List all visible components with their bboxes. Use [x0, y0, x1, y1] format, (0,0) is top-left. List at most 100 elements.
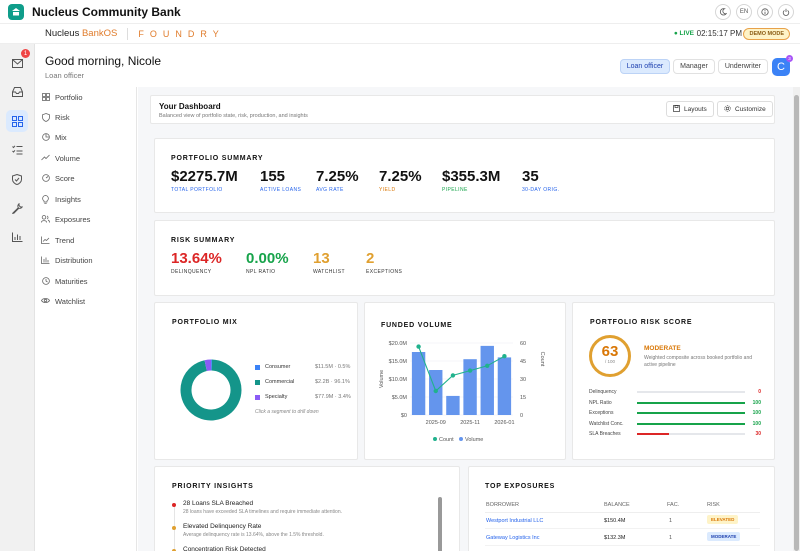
- kpi-label: PIPELINE: [442, 187, 468, 193]
- risk-factor-bar: [637, 433, 745, 435]
- insight-title: Elevated Delinquency Rate: [183, 523, 262, 530]
- live-indicator: ● LIVE: [673, 30, 694, 37]
- sidebar-item-exposures[interactable]: Exposures: [41, 215, 90, 224]
- assistant-avatar[interactable]: C 3: [772, 55, 793, 76]
- risk-factor-bar: [637, 412, 745, 414]
- risk-factor-label: SLA Breaches: [589, 431, 621, 437]
- sidebar-item-mix[interactable]: Mix: [41, 133, 67, 142]
- x-tick-label: 2025-11: [460, 420, 480, 426]
- role-switcher: Loan officer Manager Underwriter: [619, 59, 768, 74]
- sidebar-item-maturities[interactable]: Maturities: [41, 277, 88, 286]
- role-manager-button[interactable]: Manager: [673, 59, 715, 74]
- main-scrollbar[interactable]: [793, 87, 800, 551]
- risk-factor-value: 100: [752, 410, 761, 416]
- priority-insights-card: PRIORITY INSIGHTS 28 Loans SLA Breached 2…: [154, 466, 460, 551]
- sidebar-item-label: Watchlist: [55, 297, 86, 306]
- histogram-icon: [41, 256, 50, 265]
- kpi: $2275.7M TOTAL PORTFOLIO: [171, 168, 238, 193]
- dashboard-title: Your Dashboard: [159, 102, 221, 111]
- donut-slice-specialty[interactable]: [204, 359, 212, 371]
- risk-score-max: / 100: [604, 359, 615, 364]
- shield-check-icon[interactable]: [6, 168, 28, 190]
- avatar-letter: C: [777, 61, 785, 73]
- info-icon[interactable]: [757, 4, 773, 20]
- risk-factor-fill: [637, 433, 670, 435]
- funded-volume-chart[interactable]: $0 $5.0M $10.0M $15.0M $20.0M 0 15 30 45 60 Volume…: [365, 303, 567, 461]
- bar-volume-2025-10[interactable]: [446, 395, 460, 415]
- portfolio-mix-donut[interactable]: [179, 358, 243, 422]
- dashboard-subtitle: Balanced view of portfolio state, risk, …: [159, 113, 308, 119]
- kpi-value: 35: [522, 168, 539, 185]
- y-left-tick-label: $5.0M: [392, 395, 408, 401]
- gear-icon: [724, 104, 731, 114]
- top-exposures-card: TOP EXPOSURES BORROWER BALANCE FAC. RISK Wes…: [468, 466, 775, 551]
- donut-slice-commercial[interactable]: [180, 359, 242, 421]
- sidebar-item-label: Exposures: [55, 215, 91, 224]
- bar-volume-2025-08[interactable]: [411, 352, 426, 415]
- y-right-tick-label: 15: [520, 395, 526, 401]
- insight-item[interactable]: 28 Loans SLA Breached 28 loans have excee…: [183, 500, 342, 515]
- borrower-link[interactable]: Gateway Logistics Inc: [486, 535, 540, 541]
- mail-icon[interactable]: 1: [6, 49, 30, 74]
- power-icon[interactable]: [778, 4, 794, 20]
- bar-chart-icon[interactable]: [6, 226, 28, 248]
- sidebar-item-trend[interactable]: Trend: [41, 236, 74, 245]
- point-count-2025-11[interactable]: [467, 368, 473, 373]
- customize-label: Customize: [735, 105, 766, 113]
- language-button[interactable]: EN: [736, 4, 752, 20]
- section-sidebar: Portfolio Risk Mix Volume Score Insights…: [35, 87, 137, 551]
- table-row[interactable]: [485, 514, 760, 529]
- customize-button[interactable]: Customize: [717, 101, 773, 117]
- sidebar-item-insights[interactable]: Insights: [41, 195, 81, 204]
- sidebar-item-score[interactable]: Score: [41, 174, 75, 183]
- role-loan-officer-button[interactable]: Loan officer: [619, 59, 671, 74]
- borrower-link[interactable]: Westport Industrial LLC: [486, 518, 544, 524]
- inbox-icon[interactable]: [6, 81, 28, 103]
- product-bar: Nucleus BankOS FOUNDRY ● LIVE 02:15:17 P…: [0, 24, 800, 44]
- sidebar-item-portfolio[interactable]: Portfolio: [41, 93, 83, 102]
- top-bar: Nucleus Community Bank EN: [0, 0, 800, 24]
- y-right-tick-label: 0: [520, 413, 523, 419]
- risk-factor-row: Watchlist Conc. 100: [589, 421, 761, 427]
- facility-count-cell: 1: [669, 535, 673, 541]
- sidebar-item-distribution[interactable]: Distribution: [41, 256, 93, 265]
- y-left-axis-title: Volume: [379, 370, 385, 388]
- risk-factor-row: NPL Ratio 100: [589, 400, 761, 406]
- legend-item-specialty[interactable]: Specialty $77.9M · 3.4%: [255, 394, 351, 400]
- sidebar-item-volume[interactable]: Volume: [41, 154, 80, 163]
- mail-badge: 1: [21, 49, 30, 58]
- table-row[interactable]: [485, 531, 760, 546]
- bar-volume-2025-12[interactable]: [480, 345, 494, 415]
- theme-toggle-icon[interactable]: [715, 4, 731, 20]
- insights-scrollbar[interactable]: [438, 497, 442, 551]
- y-left-tick-label: $10.0M: [389, 377, 408, 383]
- kpi: 7.25% YIELD: [379, 168, 422, 193]
- insight-item[interactable]: Elevated Delinquency Rate Average delinqu…: [183, 523, 324, 538]
- bar-volume-2025-11[interactable]: [463, 359, 477, 415]
- role-underwriter-button[interactable]: Underwriter: [717, 59, 768, 74]
- legend-item-consumer[interactable]: Consumer $11.5M · 0.5%: [255, 364, 350, 370]
- sidebar-item-risk[interactable]: Risk: [41, 113, 70, 122]
- point-count-2026-01[interactable]: [502, 354, 507, 359]
- wrench-icon[interactable]: [6, 197, 28, 219]
- insight-item[interactable]: Concentration Risk Detected: [183, 546, 266, 551]
- point-count-2025-10[interactable]: [450, 373, 456, 378]
- point-count-2025-12[interactable]: [485, 363, 490, 368]
- scrollbar-thumb[interactable]: [794, 95, 799, 551]
- kpi-label: NPL RATIO: [246, 269, 276, 275]
- layouts-button[interactable]: Layouts: [666, 101, 714, 117]
- checklist-icon[interactable]: [6, 139, 28, 161]
- kpi-label: AVG RATE: [316, 187, 344, 193]
- kpi: 13.64% DELINQUENCY: [171, 250, 222, 275]
- lightbulb-icon: [41, 195, 50, 204]
- point-count-2025-08[interactable]: [416, 344, 421, 349]
- bar-volume-2026-01[interactable]: [497, 357, 512, 415]
- icon-rail: 1: [0, 44, 35, 551]
- point-count-2025-09[interactable]: [433, 388, 438, 394]
- legend-item-commercial[interactable]: Commercial $2.2B · 96.1%: [255, 379, 350, 385]
- dashboard-grid-icon[interactable]: [6, 110, 28, 132]
- sidebar-item-watchlist[interactable]: Watchlist: [41, 297, 85, 306]
- demo-mode-badge[interactable]: DEMO MODE: [743, 28, 790, 40]
- sidebar-item-label: Mix: [55, 133, 67, 142]
- legend-swatch: [255, 394, 260, 400]
